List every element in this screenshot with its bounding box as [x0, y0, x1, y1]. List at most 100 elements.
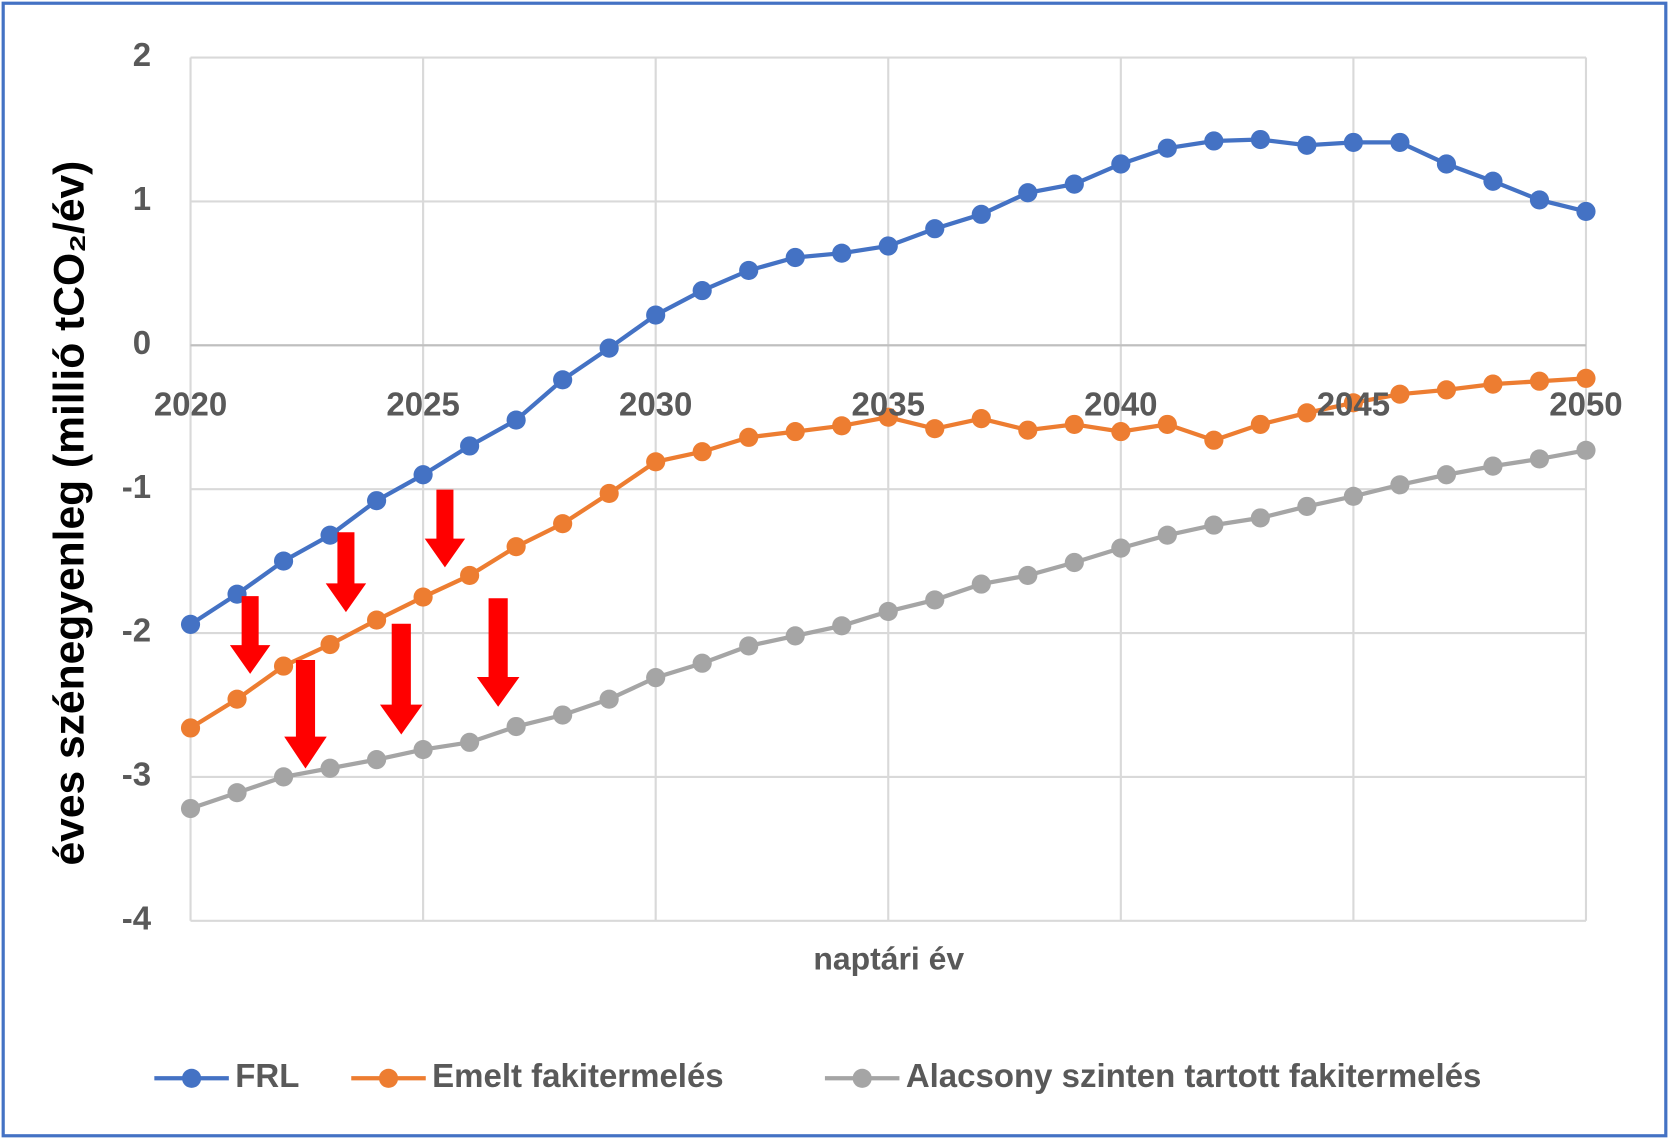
point: [1204, 430, 1224, 450]
point: [1390, 384, 1410, 404]
point: [460, 436, 480, 456]
point: [646, 305, 666, 325]
point: [739, 427, 759, 447]
point: [1064, 552, 1084, 573]
y-tick-label: -3: [122, 756, 151, 793]
grid: [189, 56, 1588, 922]
y-axis-label: éves szénegyenleg (millió tCO₂/év): [46, 161, 94, 866]
point: [1529, 371, 1550, 391]
point: [692, 442, 712, 462]
point: [925, 590, 945, 610]
lines: [180, 129, 1596, 819]
point: [367, 610, 387, 630]
series: [180, 129, 1596, 634]
point: [1250, 129, 1270, 150]
point: [1529, 190, 1550, 210]
point: [320, 634, 340, 655]
point: [320, 525, 340, 545]
point: [180, 718, 201, 738]
legend-label: Emelt fakitermelés: [432, 1057, 724, 1094]
point: [553, 370, 573, 390]
annotation-arrows: [229, 489, 520, 769]
point: [1436, 465, 1457, 485]
point: [1297, 403, 1317, 423]
point: [227, 783, 247, 803]
point: [646, 668, 666, 688]
point: [273, 656, 294, 676]
point: [971, 204, 991, 224]
legend-marker: [852, 1068, 872, 1088]
point: [878, 601, 898, 622]
point: [1018, 183, 1038, 203]
series: [180, 440, 1596, 819]
point: [599, 689, 619, 709]
point: [785, 422, 805, 442]
point: [1111, 538, 1131, 558]
point: [1529, 449, 1550, 469]
x-axis-label: naptári év: [813, 941, 964, 977]
x-tick-label: 2050: [1549, 386, 1622, 423]
point: [599, 338, 619, 358]
point: [180, 614, 201, 634]
point: [1343, 393, 1363, 413]
arrow: [284, 659, 327, 769]
point: [1018, 565, 1038, 586]
legend-label: FRL: [235, 1057, 299, 1094]
point: [273, 767, 294, 787]
point: [506, 716, 526, 737]
point: [1018, 420, 1038, 440]
point: [460, 565, 480, 586]
y-tick-label: -1: [122, 468, 151, 505]
y-tick-label: 2: [133, 36, 151, 73]
point: [413, 587, 433, 607]
x-tick-label: 2025: [386, 386, 459, 423]
point: [180, 798, 201, 819]
point: [925, 219, 945, 239]
point: [1111, 154, 1131, 174]
x-tick-label: 2045: [1317, 386, 1390, 423]
point: [739, 636, 759, 656]
point: [1297, 496, 1317, 516]
point: [1390, 132, 1410, 152]
point: [1436, 380, 1457, 400]
point: [1111, 422, 1131, 442]
arrow: [325, 532, 367, 613]
arrow: [229, 596, 271, 674]
point: [1576, 368, 1596, 388]
series: [180, 368, 1596, 738]
point: [1250, 508, 1270, 528]
x-tick-label: 2020: [154, 386, 227, 423]
legend-marker: [182, 1068, 202, 1088]
point: [553, 514, 573, 534]
point: [367, 750, 387, 770]
point: [273, 551, 294, 571]
y-tick-label: -2: [122, 612, 151, 649]
point: [646, 452, 666, 472]
point: [692, 653, 712, 673]
point: [1064, 414, 1084, 434]
point: [1576, 201, 1596, 222]
point: [367, 491, 387, 511]
point: [1250, 414, 1270, 434]
point: [413, 739, 433, 760]
arrow: [476, 598, 520, 707]
y-tick-label: 0: [133, 324, 151, 361]
legend-marker: [378, 1068, 399, 1088]
point: [925, 419, 945, 439]
point: [1157, 414, 1177, 434]
point: [460, 732, 480, 752]
point: [878, 407, 898, 427]
point: [785, 626, 805, 646]
legend-label: Alacsony szinten tartott fakitermelés: [906, 1057, 1482, 1094]
y-tick-label: -4: [122, 899, 152, 936]
point: [785, 247, 805, 268]
x-tick-label: 2035: [852, 386, 925, 423]
point: [878, 236, 898, 256]
point: [832, 616, 852, 636]
arrow: [424, 489, 466, 568]
point: [1064, 174, 1084, 194]
point: [413, 465, 433, 485]
point: [692, 281, 712, 301]
point: [1204, 515, 1224, 535]
